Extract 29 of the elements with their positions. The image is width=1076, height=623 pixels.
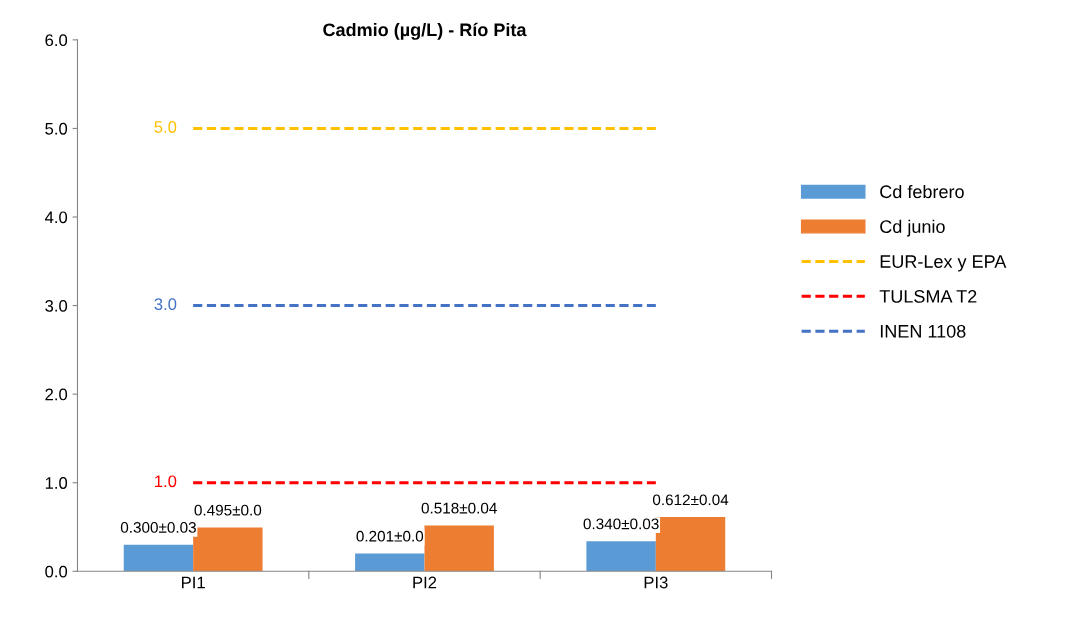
y-tick-label: 3.0 <box>45 299 68 312</box>
y-tick-label: 1.0 <box>45 477 68 489</box>
legend-label: EUR-Lex y EPA <box>880 255 1007 272</box>
x-tick-label: PI2 <box>413 576 437 589</box>
data-label: 0.495±0.0 <box>194 504 262 516</box>
data-label: 0.612±0.04 <box>652 494 729 506</box>
data-label: 3.0 <box>154 298 177 311</box>
y-tick-label: 5.0 <box>45 122 68 135</box>
legend-label: Cd junio <box>880 219 945 237</box>
bar <box>123 544 194 572</box>
x-tick-label: PI3 <box>644 576 668 589</box>
y-tick-label: 6.0 <box>45 34 68 47</box>
bar <box>586 541 656 572</box>
data-label: 0.201±0.0 <box>356 530 424 542</box>
chart-title: Cadmio (µg/L) - Río Pita <box>323 22 527 40</box>
data-label: 0.518±0.04 <box>421 502 497 514</box>
legend-label: TULSMA T2 <box>879 290 977 303</box>
data-label: 5.0 <box>154 121 177 133</box>
y-tick-label: 4.0 <box>44 211 68 224</box>
legend-label: Cd febrero <box>880 184 964 199</box>
y-tick-label: 0.0 <box>45 565 68 578</box>
data-label: 0.300±0.03 <box>120 522 196 533</box>
data-label: 1.0 <box>155 475 177 488</box>
legend-label: INEN 1108 <box>880 324 966 338</box>
bar <box>355 553 425 572</box>
x-tick-label: PI1 <box>182 576 205 589</box>
data-label: 0.340±0.03 <box>583 518 659 530</box>
y-tick-label: 2.0 <box>45 388 68 401</box>
bar <box>424 525 494 572</box>
